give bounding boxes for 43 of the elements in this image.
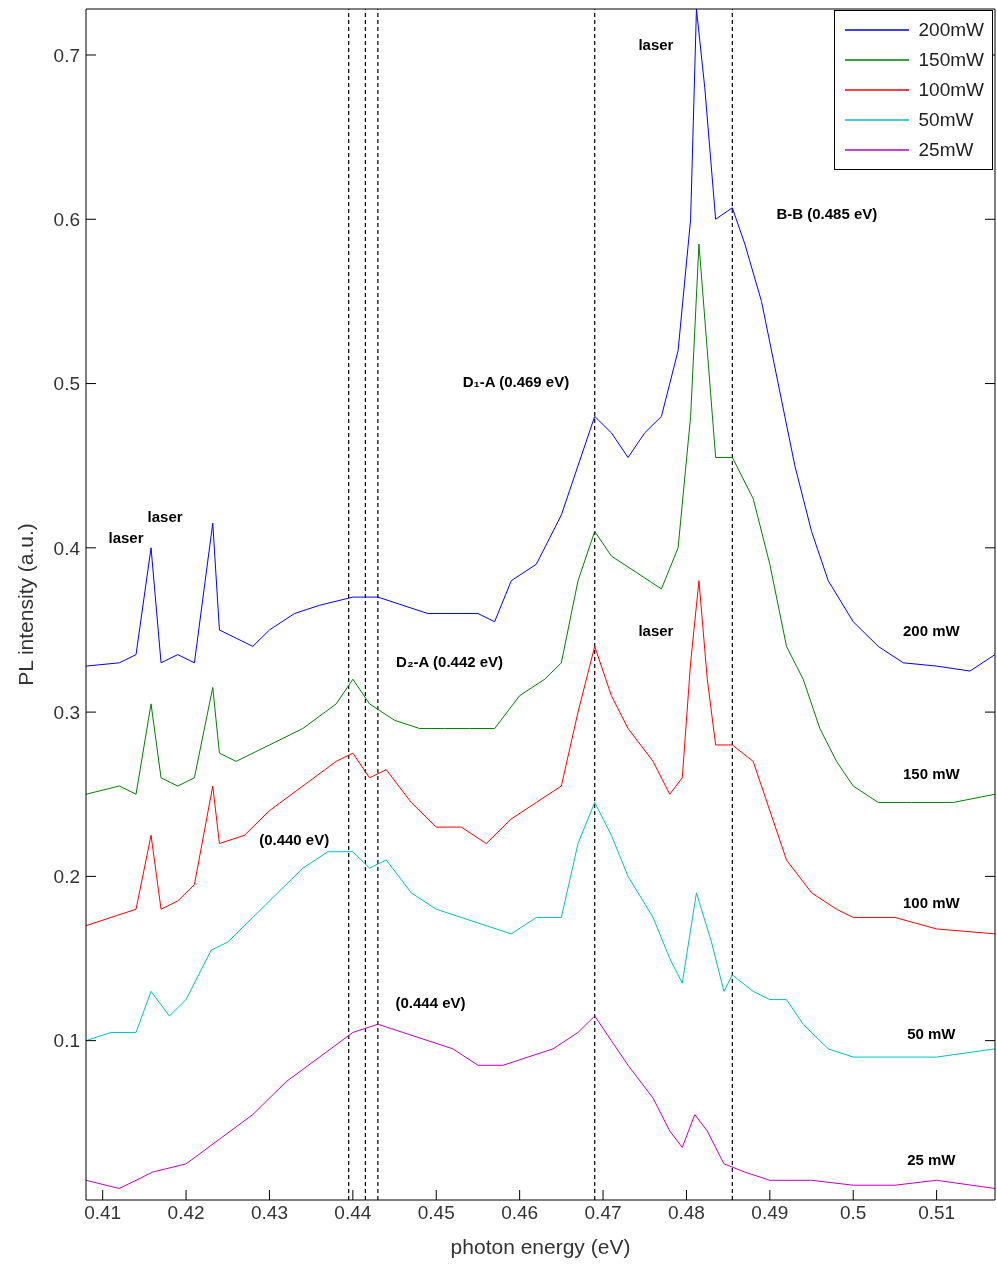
legend-label: 50mW	[918, 109, 974, 131]
x-tick-label: 0.45	[417, 1202, 455, 1224]
y-tick-label: 0.1	[53, 1030, 80, 1052]
x-tick-label: 0.42	[167, 1202, 205, 1224]
legend-label: 25mW	[918, 139, 974, 161]
y-tick-label: 0.5	[53, 373, 80, 395]
y-axis-title: PL intensity (a.u.)	[14, 523, 38, 686]
annotation: laser	[638, 35, 674, 53]
x-tick-label: 0.48	[667, 1202, 705, 1224]
annotation: D₁-A (0.469 eV)	[462, 372, 570, 390]
x-tick-label: 0.5	[840, 1202, 867, 1224]
x-tick-label: 0.44	[334, 1202, 372, 1224]
legend-label: 200mW	[918, 19, 984, 41]
x-tick-label: 0.46	[501, 1202, 539, 1224]
line-series	[86, 801, 995, 1058]
annotation: D₂-A (0.442 eV)	[396, 652, 504, 670]
x-tick-label: 0.47	[584, 1202, 622, 1224]
line-series	[86, 580, 995, 935]
x-axis-title: photon energy (eV)	[450, 1235, 631, 1258]
annotation: B-B (0.485 eV)	[776, 204, 878, 222]
annotation: laser	[638, 621, 674, 639]
y-tick-label: 0.2	[53, 866, 80, 888]
annotation: 100 mW	[903, 893, 960, 911]
y-tick-label: 0.6	[53, 209, 80, 231]
x-tick-label: 0.49	[751, 1202, 789, 1224]
line-series	[86, 243, 995, 803]
y-tick-label: 0.4	[53, 537, 81, 559]
annotation: (0.444 eV)	[395, 993, 466, 1011]
y-tick-label: 0.3	[53, 701, 80, 723]
x-tick-label: 0.41	[84, 1202, 122, 1224]
annotation: 25 mW	[907, 1150, 956, 1168]
annotation: laser	[108, 528, 144, 546]
x-tick-label: 0.43	[250, 1202, 288, 1224]
line-series	[86, 1015, 995, 1189]
annotation: 150 mW	[903, 764, 960, 782]
annotation: (0.440 eV)	[259, 830, 330, 848]
y-tick-label: 0.7	[53, 44, 80, 66]
annotation: 50 mW	[907, 1024, 956, 1042]
annotation: laser	[147, 507, 183, 525]
legend-label: 100mW	[918, 79, 984, 101]
annotation: 200 mW	[903, 621, 960, 639]
legend-label: 150mW	[918, 49, 984, 71]
x-tick-label: 0.51	[918, 1202, 956, 1224]
